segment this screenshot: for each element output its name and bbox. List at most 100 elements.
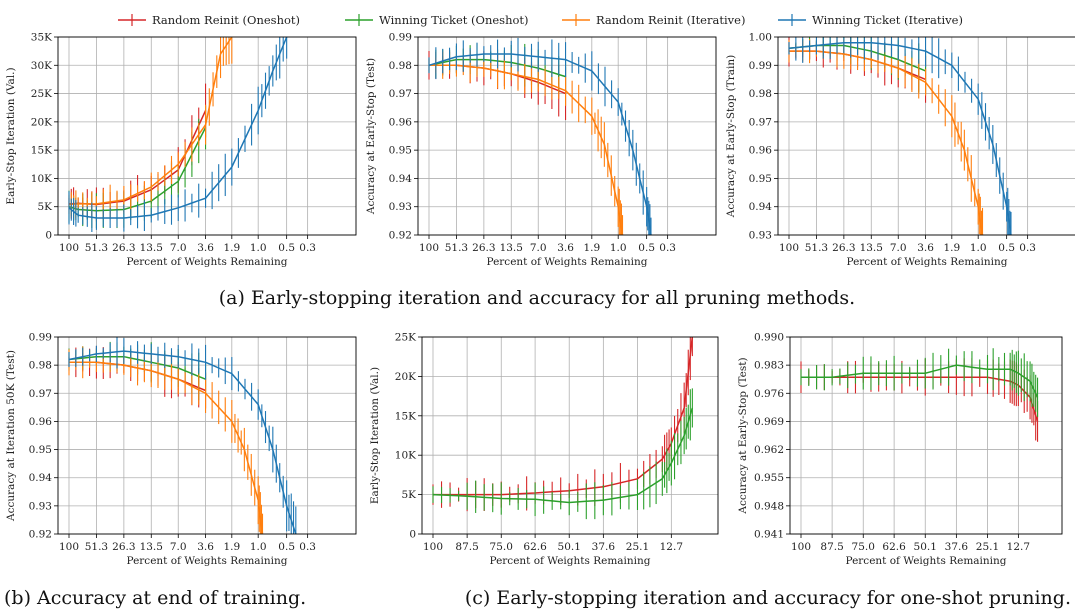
y-tick-label: 5K [37,201,52,213]
y-tick-label: 0.976 [754,388,784,400]
x-tick-label: 0.5 [998,242,1015,254]
x-tick-label: 0.5 [278,541,295,553]
y-tick-label: 0.96 [389,116,413,128]
y-tick-label: 0.96 [29,416,53,428]
x-tick-label: 12.7 [1007,541,1030,553]
chart-a-test-accuracy: 100 51.3 26.3 13.5 7.0 3.6 1.9 1.0 0.5 0.3 0.92 0.9… [365,32,717,268]
y-axis-label: Accuracy at Iteration 50K (Test) [5,350,17,522]
series-winning-ticket-iterative [68,337,297,534]
y-tick-label: 15K [31,145,52,157]
y-tick-label: 0.93 [29,500,52,512]
chart-b-accuracy-50k: 100 51.3 26.3 13.5 7.0 3.6 1.9 1.0 0.5 0.3 0.92 0.9… [5,332,357,567]
series-line [801,364,1039,398]
y-axis-label: Early-Stop Iteration (Val.) [369,367,381,504]
x-tick-label: 51.3 [445,242,468,254]
axes-frame [417,36,717,236]
legend: Random Reinit (Oneshot) Winning Ticket (… [118,13,963,27]
series-line [68,37,233,206]
y-tick-label: 0.98 [389,60,412,72]
x-tick-label: 37.6 [592,541,616,553]
axes-frame [777,36,1075,236]
legend-label-winning-ticket-oneshot: Winning Ticket (Oneshot) [379,13,529,27]
x-tick-label: 0.5 [638,242,655,254]
y-tick-label: 20K [31,116,52,128]
legend-item-winning-ticket-iterative: Winning Ticket (Iterative) [778,13,963,27]
series-line [432,407,694,504]
x-tick-label: 13.5 [140,541,163,553]
x-tick-label: 3.6 [197,242,214,254]
y-tick-label: 0.983 [754,360,784,372]
series-line [788,41,1012,235]
x-tick-label: 1.9 [223,541,240,553]
series-winning-ticket-iterative [428,37,652,235]
y-tick-label: 0.941 [754,529,784,541]
y-tick-label: 0.99 [749,60,772,72]
x-tick-label: 50.1 [558,541,581,553]
y-tick-label: 30K [31,60,52,72]
x-tick-label: 1.9 [583,242,600,254]
caption-a: (a) Early-stopping iteration and accurac… [219,287,855,309]
x-tick-label: 51.3 [85,541,108,553]
x-tick-label: 51.3 [85,242,108,254]
x-tick-label: 37.6 [945,541,969,553]
x-tick-label: 7.0 [170,242,187,254]
legend-label-random-reinit-iterative: Random Reinit (Iterative) [596,13,745,27]
y-tick-label: 1.00 [749,32,772,44]
series-line [801,376,1039,422]
y-tick-label: 0.962 [754,444,784,456]
chart-a-early-stop-iteration: 100 51.3 26.3 13.5 7.0 3.6 1.9 1.0 0.5 0.3 0 5K 10K 1… [5,32,357,268]
x-tick-label: 87.5 [455,541,478,553]
axes-frame [421,336,719,535]
y-tick-label: 0.98 [749,88,772,100]
y-tick-label: 0.92 [389,230,412,242]
series-winning-ticket-oneshot [800,348,1039,417]
x-tick-label: 100 [419,242,439,254]
x-tick-label: 3.6 [917,242,934,254]
x-axis-label: Percent of Weights Remaining [126,256,287,268]
x-tick-label: 26.3 [112,541,135,553]
y-tick-label: 20K [395,371,416,383]
x-axis-label: Percent of Weights Remaining [126,555,287,567]
series-line [429,64,624,235]
x-tick-label: 62.6 [882,541,906,553]
series-line [68,37,288,219]
x-tick-label: 0.5 [278,242,295,254]
series-line [789,50,984,235]
x-tick-label: 1.9 [943,242,960,254]
x-tick-label: 62.6 [523,541,547,553]
x-tick-label: 75.0 [490,541,513,553]
y-axis-label: Accuracy at Early-Stop (Test) [737,357,749,514]
plot-area [432,337,694,520]
y-tick-label: 0.94 [29,472,53,484]
y-tick-label: 0.93 [749,230,772,242]
x-tick-label: 0.3 [659,242,676,254]
axes-frame [789,336,1063,535]
x-tick-label: 1.0 [250,541,267,553]
x-tick-label: 13.5 [860,242,883,254]
axes-frame [57,336,357,535]
x-tick-label: 75.0 [852,541,875,553]
y-axis-label: Early-Stop Iteration (Val.) [5,67,17,204]
y-tick-label: 15K [395,410,416,422]
x-tick-label: 26.3 [472,242,495,254]
x-tick-label: 51.3 [805,242,828,254]
x-axis-label: Percent of Weights Remaining [846,256,1007,268]
x-tick-label: 50.1 [914,541,937,553]
x-tick-label: 87.5 [820,541,843,553]
y-tick-label: 0.969 [754,416,784,428]
x-tick-label: 25.1 [976,541,999,553]
x-tick-label: 0.3 [299,541,316,553]
series-random-reinit-iterative [428,50,624,235]
chart-a-train-accuracy: 100 51.3 26.3 13.5 7.0 3.6 1.9 1.0 0.5 0.3 0.93 0.9… [725,32,1075,268]
x-tick-label: 26.3 [112,242,135,254]
x-tick-label: 7.0 [170,541,187,553]
x-tick-label: 12.7 [660,541,683,553]
y-tick-label: 0.94 [389,173,413,185]
axes-frame [57,36,357,236]
y-tick-label: 10K [31,173,52,185]
legend-item-random-reinit-oneshot: Random Reinit (Oneshot) [118,13,300,27]
x-tick-label: 100 [423,541,443,553]
y-tick-label: 0.97 [389,88,412,100]
y-tick-label: 10K [395,450,416,462]
